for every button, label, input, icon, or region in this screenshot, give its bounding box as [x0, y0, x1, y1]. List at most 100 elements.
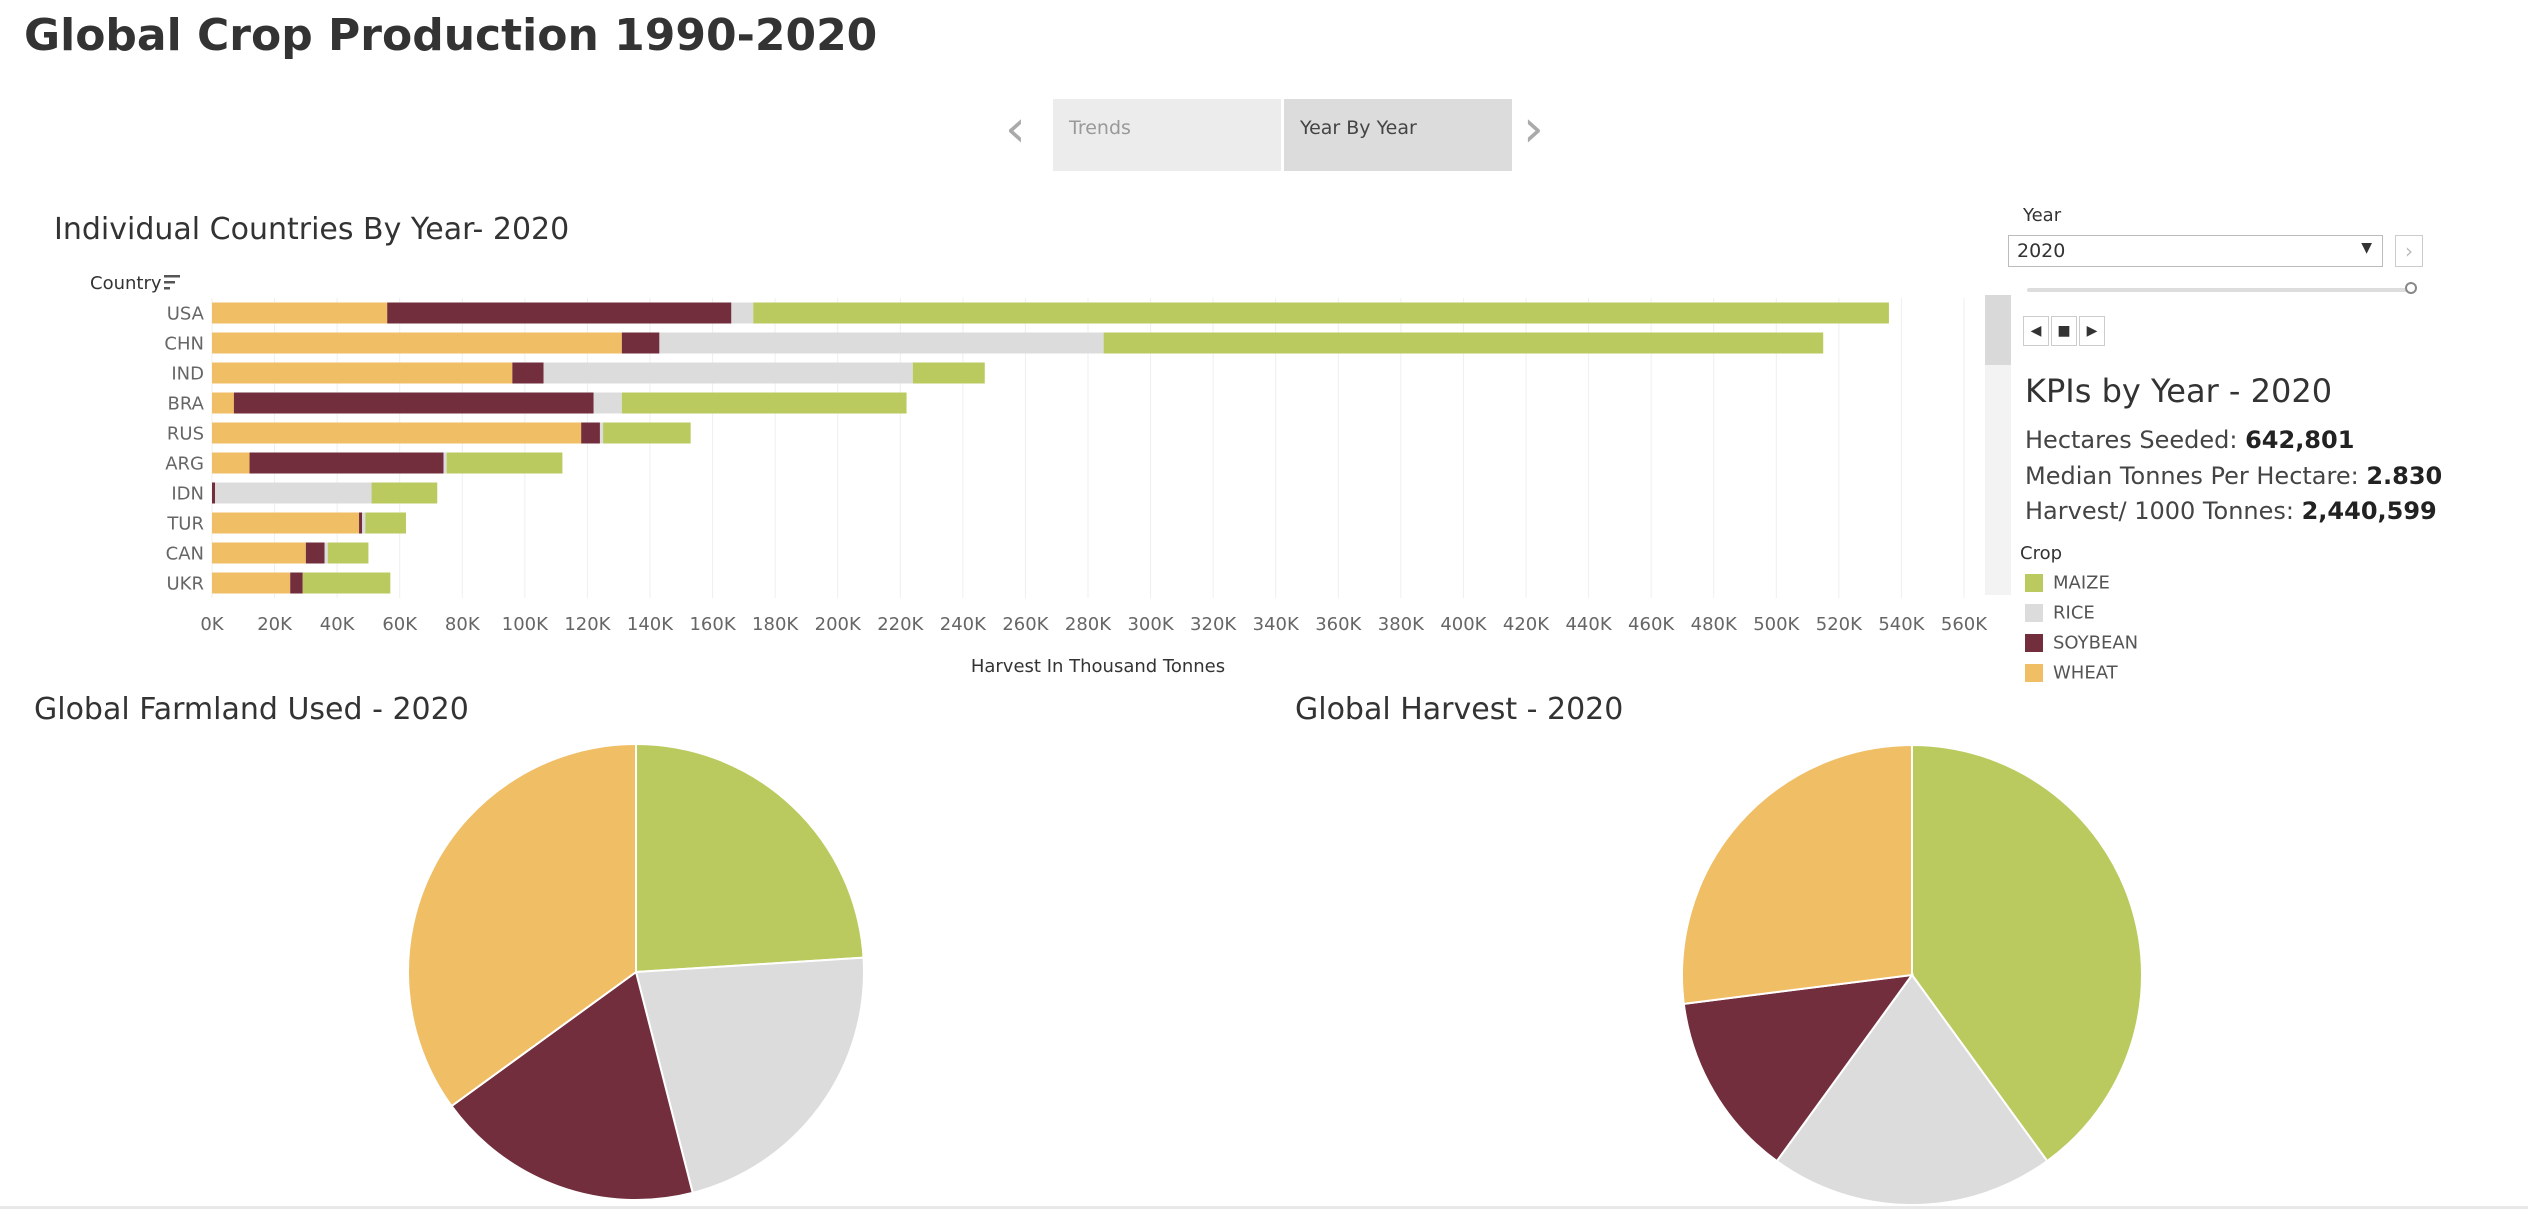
- bar-segment-wheat[interactable]: [212, 362, 513, 384]
- bar-segment-rice[interactable]: [593, 392, 622, 414]
- bar-segment-soybean[interactable]: [359, 512, 363, 534]
- legend-item-rice[interactable]: RICE: [2025, 602, 2095, 626]
- bar-chart-scroll-thumb[interactable]: [1985, 295, 2011, 365]
- bar-segment-rice[interactable]: [599, 422, 604, 444]
- year-select[interactable]: 2020 ▼: [2008, 235, 2383, 267]
- bar-segment-soybean[interactable]: [512, 362, 544, 384]
- bar-segment-rice[interactable]: [731, 302, 754, 324]
- x-tick-label: 40K: [320, 614, 356, 635]
- bar-segment-rice[interactable]: [362, 512, 366, 534]
- bar-segment-maize[interactable]: [603, 422, 691, 444]
- bar-segment-wheat[interactable]: [212, 332, 622, 354]
- country-label: BRA: [168, 394, 205, 415]
- kpi-median-label: Median Tonnes Per Hectare:: [2025, 462, 2359, 490]
- bar-segment-wheat[interactable]: [212, 422, 582, 444]
- country-label: TUR: [166, 514, 204, 535]
- play-forward-button[interactable]: ▶: [2079, 316, 2105, 346]
- pie-slice-soybean[interactable]: [1682, 973, 1915, 1163]
- pie-slice-soybean[interactable]: [450, 970, 694, 1201]
- bar-segment-maize[interactable]: [365, 512, 406, 534]
- x-tick-label: 220K: [877, 614, 924, 635]
- year-next-button[interactable]: ›: [2395, 235, 2423, 267]
- country-label: CHN: [164, 334, 204, 355]
- x-tick-label: 360K: [1315, 614, 1362, 635]
- bar-segment-soybean[interactable]: [387, 302, 732, 324]
- legend-item-wheat[interactable]: WHEAT: [2025, 662, 2118, 686]
- kpi-median-value: 2.830: [2366, 462, 2443, 490]
- tab-year-by-year[interactable]: Year By Year: [1284, 99, 1512, 171]
- pie-slice-maize[interactable]: [635, 742, 865, 974]
- kpi-harvest-value: 2,440,599: [2301, 497, 2437, 525]
- bar-segment-rice[interactable]: [215, 482, 372, 504]
- bar-segment-wheat[interactable]: [212, 452, 250, 474]
- x-tick-label: 160K: [689, 614, 736, 635]
- bar-segment-maize[interactable]: [327, 542, 369, 564]
- bar-segment-rice[interactable]: [443, 452, 447, 474]
- chevron-left-icon[interactable]: ‹: [1005, 99, 1026, 159]
- country-label: USA: [167, 304, 205, 325]
- bar-chart-title: Individual Countries By Year- 2020: [54, 212, 570, 247]
- stop-button[interactable]: ■: [2051, 316, 2077, 346]
- legend-swatch: [2025, 604, 2043, 622]
- legend-swatch: [2025, 664, 2043, 682]
- bar-segment-soybean[interactable]: [249, 452, 444, 474]
- pie-slice-wheat[interactable]: [407, 742, 637, 1108]
- bar-segment-maize[interactable]: [1103, 332, 1824, 354]
- bar-segment-soybean[interactable]: [581, 422, 600, 444]
- legend-label: MAIZE: [2053, 572, 2110, 594]
- legend-swatch: [2025, 634, 2043, 652]
- legend-item-soybean[interactable]: SOYBEAN: [2025, 632, 2138, 656]
- year-slider-track[interactable]: [2027, 288, 2411, 292]
- pie-slice-wheat[interactable]: [1681, 743, 1913, 1005]
- x-tick-label: 320K: [1190, 614, 1237, 635]
- farmland-pie-title: Global Farmland Used - 2020: [34, 692, 469, 727]
- kpi-hectares-value: 642,801: [2245, 426, 2355, 454]
- year-slider-thumb[interactable]: [2405, 282, 2417, 294]
- bar-segment-soybean[interactable]: [233, 392, 594, 414]
- bar-segment-wheat[interactable]: [212, 542, 306, 564]
- bar-segment-rice[interactable]: [543, 362, 913, 384]
- x-tick-label: 300K: [1127, 614, 1174, 635]
- legend-item-maize[interactable]: MAIZE: [2025, 572, 2110, 596]
- legend-label: RICE: [2053, 602, 2095, 624]
- bar-segment-wheat[interactable]: [212, 392, 234, 414]
- bar-segment-wheat[interactable]: [212, 572, 291, 594]
- x-tick-label: 120K: [564, 614, 611, 635]
- pie-slice-rice[interactable]: [1775, 973, 2049, 1206]
- sort-icon[interactable]: [164, 275, 180, 290]
- x-tick-label: 540K: [1878, 614, 1925, 635]
- bar-segment-wheat[interactable]: [212, 512, 360, 534]
- bar-segment-maize[interactable]: [302, 572, 391, 594]
- legend-label: SOYBEAN: [2053, 632, 2139, 654]
- bar-segment-soybean[interactable]: [212, 482, 216, 504]
- bar-segment-maize[interactable]: [446, 452, 563, 474]
- play-back-button[interactable]: ◀: [2023, 316, 2049, 346]
- x-tick-label: 80K: [445, 614, 481, 635]
- chevron-right-icon: ›: [2405, 239, 2413, 263]
- bar-segment-wheat[interactable]: [212, 302, 388, 324]
- pie-slice-rice[interactable]: [634, 956, 865, 1195]
- x-axis-label: Harvest In Thousand Tonnes: [971, 656, 1225, 677]
- bar-segment-rice[interactable]: [659, 332, 1104, 354]
- bar-segment-maize[interactable]: [753, 302, 1889, 324]
- bar-segment-rice[interactable]: [324, 542, 328, 564]
- x-tick-label: 140K: [627, 614, 674, 635]
- bar-segment-soybean[interactable]: [290, 572, 303, 594]
- harvest-pie-title: Global Harvest - 2020: [1295, 692, 1624, 727]
- x-tick-label: 500K: [1753, 614, 1800, 635]
- play-back-icon: ◀: [2030, 323, 2042, 339]
- tab-trends[interactable]: Trends: [1053, 99, 1281, 171]
- bar-segment-soybean[interactable]: [305, 542, 325, 564]
- x-tick-label: 200K: [815, 614, 862, 635]
- pie-slice-maize[interactable]: [1911, 743, 2143, 1163]
- country-label: UKR: [167, 574, 205, 595]
- x-tick-label: 340K: [1253, 614, 1300, 635]
- bar-segment-maize[interactable]: [621, 392, 907, 414]
- bar-segment-soybean[interactable]: [621, 332, 660, 354]
- kpi-title: KPIs by Year - 2020: [2025, 372, 2333, 410]
- bar-segment-maize[interactable]: [371, 482, 438, 504]
- chevron-right-icon[interactable]: ›: [1523, 99, 1544, 159]
- x-tick-label: 240K: [940, 614, 987, 635]
- country-label: IND: [171, 364, 204, 385]
- bar-segment-maize[interactable]: [912, 362, 985, 384]
